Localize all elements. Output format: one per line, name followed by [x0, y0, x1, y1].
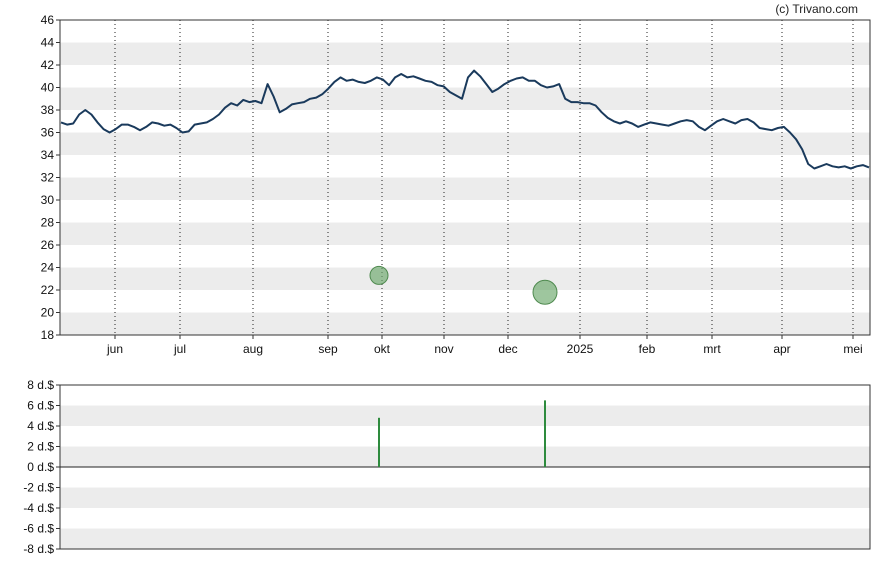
x-tick-label: aug: [243, 342, 263, 356]
price-y-tick-label: 40: [41, 81, 55, 95]
dividend-panel-bands: [60, 405, 870, 549]
dividend-y-tick-label: 4 d.$: [27, 419, 54, 433]
dividend-y-tick-label: 0 d.$: [27, 460, 54, 474]
price-band: [60, 42, 870, 65]
price-band: [60, 222, 870, 245]
price-band: [60, 87, 870, 110]
dividend-band: [60, 446, 870, 467]
x-tick-label: apr: [773, 342, 790, 356]
price-y-tick-label: 18: [41, 328, 55, 342]
price-band: [60, 132, 870, 155]
price-band: [60, 267, 870, 290]
x-tick-label: sep: [318, 342, 338, 356]
x-tick-label: jun: [106, 342, 123, 356]
price-y-axis-ticks: 18 20 22 24 26 28 30 32 34 36 38 40 42 44 46: [41, 13, 60, 342]
price-band: [60, 177, 870, 200]
x-tick-label: mrt: [703, 342, 721, 356]
price-y-tick-label: 38: [41, 103, 55, 117]
dividend-y-tick-label: -8 d.$: [23, 542, 54, 556]
dividend-y-tick-label: -4 d.$: [23, 501, 54, 515]
price-y-tick-label: 34: [41, 148, 55, 162]
price-series-line: [60, 69, 870, 170]
price-y-tick-label: 28: [41, 216, 55, 230]
dividend-bars: [378, 400, 546, 467]
price-y-tick-label: 22: [41, 283, 55, 297]
dividend-y-tick-label: 6 d.$: [27, 399, 54, 413]
price-y-tick-label: 20: [41, 306, 55, 320]
price-y-tick-label: 26: [41, 238, 55, 252]
price-band: [60, 312, 870, 335]
price-panel-month-gridlines: [114, 20, 854, 335]
dividend-band: [60, 487, 870, 508]
price-y-tick-label: 44: [41, 36, 55, 50]
x-axis-month-ticks: jun jul aug sep okt nov dec 2025 feb mrt apr mei: [106, 335, 863, 356]
x-tick-label: nov: [434, 342, 453, 356]
dividend-y-tick-label: -6 d.$: [23, 522, 54, 536]
price-y-tick-label: 32: [41, 171, 55, 185]
x-tick-label: mei: [843, 342, 862, 356]
dividend-y-tick-label: -2 d.$: [23, 481, 54, 495]
x-tick-label: feb: [639, 342, 656, 356]
price-y-tick-label: 46: [41, 13, 55, 27]
dividend-y-axis-ticks: 8 d.$ 6 d.$ 4 d.$ 2 d.$ 0 d.$ -2 d.$ -4 d.$ -6 …: [23, 378, 60, 556]
price-y-tick-label: 30: [41, 193, 55, 207]
price-y-tick-label: 36: [41, 126, 55, 140]
dividend-y-tick-label: 2 d.$: [27, 440, 54, 454]
x-tick-label: dec: [498, 342, 517, 356]
dividend-band: [60, 528, 870, 549]
chart-credit: (c) Trivano.com: [775, 2, 858, 16]
dividend-markers: [369, 265, 558, 305]
x-tick-label: 2025: [567, 342, 594, 356]
price-y-tick-label: 24: [41, 261, 55, 275]
x-tick-label: okt: [374, 342, 391, 356]
dividend-marker: [532, 279, 558, 305]
price-y-tick-label: 42: [41, 58, 55, 72]
dividend-marker: [369, 265, 389, 285]
price-panel-bands: [60, 42, 870, 335]
x-tick-label: jul: [173, 342, 186, 356]
dividend-y-tick-label: 8 d.$: [27, 378, 54, 392]
dividend-band: [60, 405, 870, 426]
